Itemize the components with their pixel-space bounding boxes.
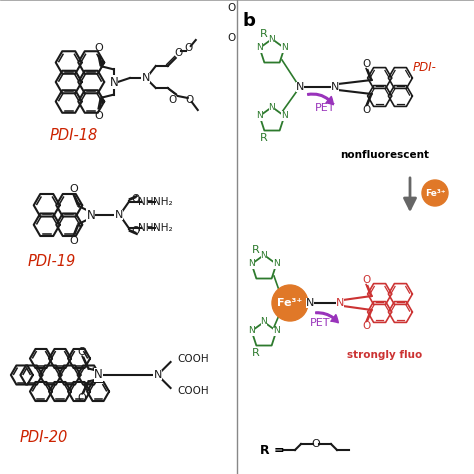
- Text: O: O: [228, 33, 236, 43]
- Text: O: O: [77, 346, 86, 356]
- Text: N: N: [273, 327, 280, 336]
- Text: O: O: [363, 59, 371, 69]
- Text: N: N: [306, 298, 314, 308]
- Text: COOH: COOH: [178, 386, 209, 396]
- Text: N: N: [273, 259, 280, 268]
- Text: NH: NH: [138, 197, 154, 207]
- Text: N: N: [109, 75, 118, 89]
- Text: O: O: [311, 439, 320, 449]
- Text: N: N: [296, 82, 304, 92]
- Text: NH: NH: [138, 223, 154, 233]
- Text: nonfluorescent: nonfluorescent: [340, 150, 429, 160]
- Text: O: O: [94, 44, 103, 54]
- Text: N: N: [261, 250, 267, 259]
- Text: N: N: [248, 259, 255, 268]
- Text: O: O: [69, 236, 78, 246]
- Text: R: R: [260, 29, 268, 39]
- Text: O: O: [169, 95, 177, 105]
- Text: O: O: [69, 184, 78, 194]
- Text: N: N: [154, 370, 162, 380]
- Text: O: O: [363, 105, 371, 115]
- Text: PDI-: PDI-: [412, 61, 436, 73]
- Text: N: N: [331, 82, 339, 92]
- Text: N: N: [142, 73, 150, 83]
- Text: NH₂: NH₂: [153, 223, 173, 233]
- Text: O: O: [77, 393, 86, 403]
- Text: PDI-19: PDI-19: [28, 255, 76, 270]
- Text: strongly fluo: strongly fluo: [347, 350, 423, 360]
- Text: PDI-20: PDI-20: [20, 429, 68, 445]
- Text: R =: R =: [260, 444, 284, 456]
- FancyArrowPatch shape: [316, 312, 338, 323]
- Circle shape: [272, 285, 308, 321]
- Text: N: N: [336, 298, 344, 308]
- Text: COOH: COOH: [178, 354, 209, 364]
- Text: R: R: [252, 245, 260, 255]
- Text: R: R: [260, 133, 268, 143]
- Text: N: N: [281, 111, 288, 120]
- Text: O: O: [185, 43, 193, 53]
- FancyArrowPatch shape: [308, 93, 333, 105]
- Text: O: O: [94, 110, 103, 120]
- Text: O: O: [132, 226, 140, 236]
- Text: N: N: [269, 35, 275, 44]
- Text: N: N: [269, 102, 275, 111]
- Text: Fe³⁺: Fe³⁺: [425, 189, 445, 198]
- Text: PET: PET: [310, 318, 330, 328]
- Text: Fe³⁺: Fe³⁺: [277, 298, 302, 308]
- Circle shape: [422, 180, 448, 206]
- Text: N: N: [115, 210, 123, 220]
- Text: O: O: [363, 275, 371, 285]
- Text: O: O: [186, 95, 194, 105]
- Text: O: O: [132, 194, 140, 204]
- Text: N: N: [256, 44, 263, 53]
- Text: O: O: [174, 48, 183, 58]
- Text: b: b: [243, 12, 256, 30]
- Text: N: N: [261, 318, 267, 327]
- Text: N: N: [256, 111, 263, 120]
- Text: N: N: [248, 327, 255, 336]
- Text: N: N: [86, 209, 95, 221]
- Text: PDI-18: PDI-18: [50, 128, 98, 143]
- Text: N: N: [94, 368, 103, 382]
- Text: N: N: [281, 44, 288, 53]
- Text: PET: PET: [315, 103, 335, 113]
- Text: NH₂: NH₂: [153, 197, 173, 207]
- Text: R: R: [252, 348, 260, 358]
- Text: O: O: [228, 3, 236, 13]
- Text: O: O: [363, 321, 371, 331]
